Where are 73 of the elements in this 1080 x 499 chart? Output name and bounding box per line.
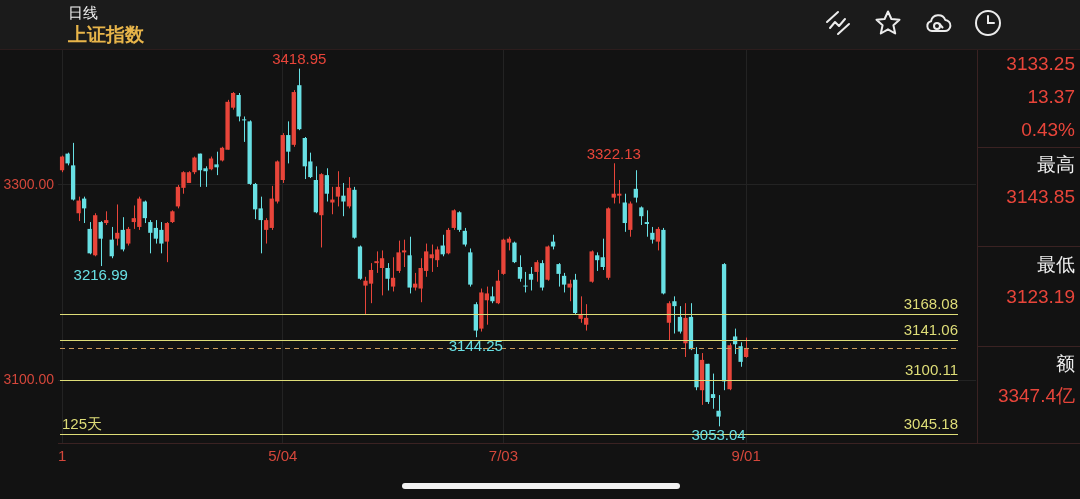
candlestick <box>600 238 605 271</box>
annotation: 3322.13 <box>586 144 641 162</box>
text: 13.37 <box>1027 86 1075 108</box>
y-tick-label: 3100.00 <box>3 371 55 388</box>
annotation: 125天 <box>62 415 103 432</box>
candlestick <box>462 227 467 247</box>
candlestick <box>639 205 644 226</box>
ref-line-label: 3141.06 <box>903 321 958 339</box>
candlestick <box>567 279 572 302</box>
candlestick <box>716 394 721 427</box>
candlestick <box>528 266 534 291</box>
text: 最低 <box>1037 254 1075 276</box>
candlestick <box>341 182 346 217</box>
x-tick-label: 9/01 <box>731 447 761 465</box>
candlestick <box>655 226 661 251</box>
candlestick <box>534 259 539 283</box>
candlestick <box>622 193 627 233</box>
candlestick <box>512 241 517 264</box>
candlestick <box>324 167 330 203</box>
candlestick <box>120 216 125 252</box>
ref-line-label: 3100.11 <box>904 361 958 379</box>
candlestick <box>738 341 743 368</box>
candlestick <box>446 227 451 255</box>
annotation: 3216.99 <box>73 265 128 283</box>
candlestick <box>556 262 561 288</box>
chart-title: 上证指数 <box>68 24 144 46</box>
candlestick <box>98 220 103 267</box>
candlestick <box>126 226 131 247</box>
ref-line-label: 3045.18 <box>903 415 958 433</box>
candlestick <box>523 271 528 293</box>
candlestick <box>76 196 81 222</box>
candlestick <box>264 217 269 245</box>
x-tick-label: 7/03 <box>488 447 519 465</box>
annotation: 3144.25 <box>448 336 503 354</box>
text: 0.43% <box>1021 119 1075 141</box>
candlestick <box>396 240 401 274</box>
candlestick <box>385 262 390 291</box>
candlestick <box>241 115 247 143</box>
annotation: 3418.95 <box>272 50 327 68</box>
text: 3133.25 <box>1006 53 1075 75</box>
candlestick <box>258 196 263 254</box>
ref-line-label: 3168.08 <box>903 294 958 312</box>
candlestick <box>214 151 219 176</box>
candlestick <box>346 176 352 209</box>
candlestick <box>633 169 638 204</box>
x-tick-label: 5/04 <box>268 447 298 465</box>
chart-subtitle: 日线 <box>68 3 98 22</box>
candlestick <box>115 203 120 247</box>
candlestick <box>561 272 567 293</box>
candlestick <box>236 92 241 122</box>
candlestick <box>451 208 456 231</box>
text: 3347.4亿 <box>997 385 1075 407</box>
x-tick-label: 1 <box>57 447 67 465</box>
candlestick <box>672 295 677 335</box>
candlestick <box>644 209 649 238</box>
candlestick <box>148 219 153 254</box>
candlestick <box>286 120 291 164</box>
candlestick <box>401 239 407 268</box>
text: 最高 <box>1037 154 1075 176</box>
text: 3143.85 <box>1006 186 1075 208</box>
text: 额 <box>1056 353 1075 375</box>
candlestick <box>677 305 683 335</box>
candlestick <box>330 186 335 215</box>
candlestick <box>164 221 170 263</box>
candlestick <box>335 170 341 207</box>
candlestick <box>517 254 523 283</box>
y-tick-label: 3300.00 <box>3 175 55 192</box>
candlestick <box>666 300 672 341</box>
text: 3123.19 <box>1006 286 1075 308</box>
candlestick <box>484 286 490 326</box>
candlestick <box>595 251 600 272</box>
candlestick <box>495 269 501 305</box>
candlestick <box>457 210 462 233</box>
